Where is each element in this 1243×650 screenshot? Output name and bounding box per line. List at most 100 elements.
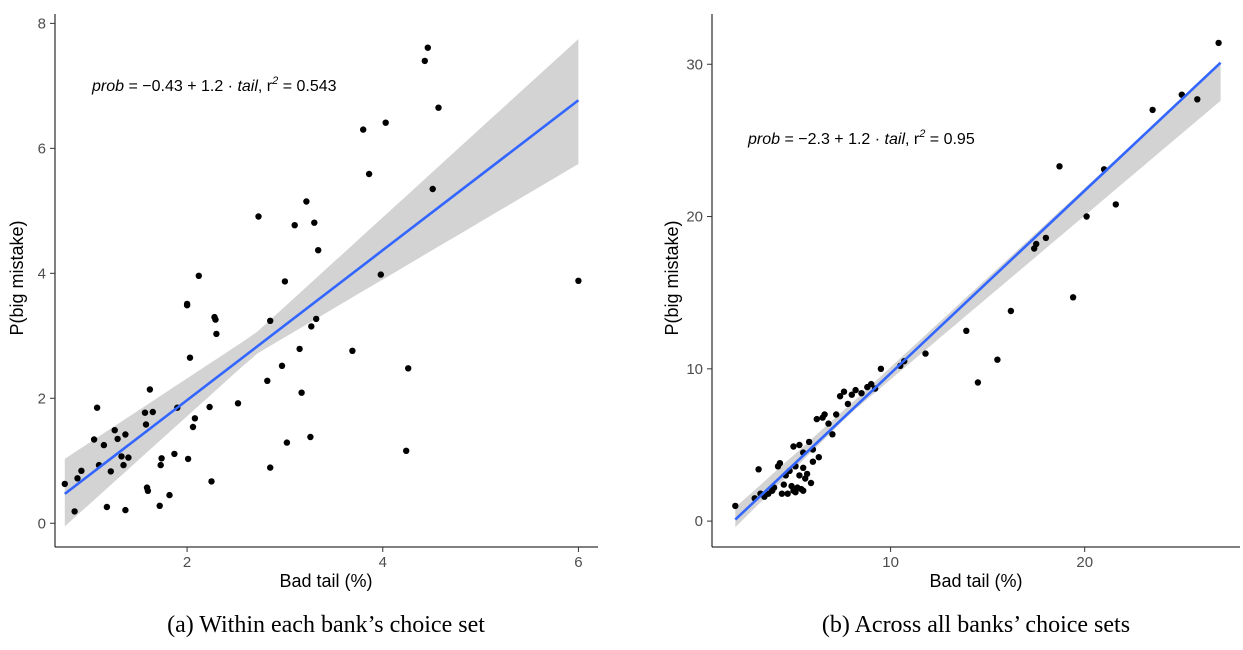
x-tick-label: 6 <box>574 554 582 571</box>
data-point <box>120 461 127 469</box>
x-tick-label: 20 <box>1076 554 1093 571</box>
data-point <box>107 468 115 475</box>
data-point <box>303 198 310 205</box>
data-point <box>575 277 582 284</box>
x-tick-label: 10 <box>882 554 899 571</box>
data-point <box>125 454 132 461</box>
chart-a: 2 4 6 0 2 4 6 8 Bad tail (%) P(big mistake) pro… <box>7 14 598 638</box>
data-point <box>732 502 739 510</box>
data-point <box>421 57 428 65</box>
data-point <box>255 213 262 220</box>
data-point <box>803 470 811 478</box>
x-tick-label: 4 <box>379 554 387 571</box>
data-point <box>780 481 787 488</box>
data-point <box>1033 240 1040 248</box>
data-point <box>429 185 436 193</box>
data-point <box>1007 307 1015 315</box>
x-axis-label-b: Bad tail (%) <box>929 571 1022 591</box>
data-point <box>264 377 271 384</box>
data-point <box>191 415 199 422</box>
y-tick-label: 20 <box>686 209 703 226</box>
data-point <box>283 439 291 446</box>
data-point <box>1083 213 1090 220</box>
data-point <box>267 464 274 471</box>
data-point <box>74 475 81 482</box>
data-point <box>157 461 164 469</box>
data-point <box>307 433 314 441</box>
data-point <box>1215 39 1222 47</box>
data-point <box>815 454 822 461</box>
caption-a: (a) Within each bank’s choice set <box>167 612 485 638</box>
data-point <box>122 431 129 438</box>
data-point <box>829 431 836 438</box>
data-point <box>189 423 197 431</box>
confidence-band-b <box>735 62 1221 528</box>
data-point <box>776 460 784 467</box>
data-point <box>403 447 410 454</box>
data-point <box>377 271 384 278</box>
data-point <box>360 126 367 133</box>
equation-annotation-b: prob = −2.3 + 1.2 · tail, r2 = 0.95 <box>747 128 975 148</box>
data-point <box>171 450 178 458</box>
data-point <box>1069 294 1077 301</box>
y-tick-label: 30 <box>686 56 703 73</box>
data-point <box>208 478 215 485</box>
data-point <box>278 362 286 369</box>
data-point <box>212 316 219 323</box>
data-point <box>61 480 68 488</box>
data-point <box>1112 201 1120 208</box>
data-point <box>206 403 213 411</box>
data-point <box>844 400 852 408</box>
data-point <box>974 379 982 386</box>
data-point <box>858 390 865 397</box>
x-axis-label-a: Bad tail (%) <box>279 571 372 591</box>
regression-line-a <box>63 99 580 495</box>
data-point <box>141 409 149 416</box>
data-point <box>852 386 859 394</box>
y-tick-label: 10 <box>686 361 703 378</box>
data-point <box>291 222 298 229</box>
data-point <box>807 479 815 487</box>
data-point <box>796 472 803 479</box>
data-point <box>267 317 274 324</box>
data-point <box>158 455 165 462</box>
data-point <box>800 487 807 494</box>
equation-annotation-a: prob = −0.43 + 1.2 · tail, r2 = 0.543 <box>91 75 337 95</box>
data-point <box>186 354 194 361</box>
data-point <box>311 219 318 226</box>
data-point <box>922 350 929 357</box>
data-point <box>836 393 844 400</box>
data-point <box>809 458 817 465</box>
data-point <box>784 490 791 497</box>
data-point <box>118 453 125 460</box>
data-point <box>184 455 192 463</box>
data-point <box>833 411 840 418</box>
y-tick-label: 2 <box>38 390 46 407</box>
data-point <box>1149 106 1156 114</box>
data-point <box>281 278 289 285</box>
data-point <box>963 327 970 334</box>
data-point <box>100 441 108 449</box>
data-point <box>166 491 173 499</box>
data-point <box>1194 96 1201 103</box>
data-point <box>1056 163 1063 170</box>
data-point <box>813 415 820 423</box>
data-point <box>994 356 1001 363</box>
data-point <box>146 386 154 393</box>
y-tick-label: 0 <box>38 515 46 532</box>
data-point <box>800 464 807 471</box>
data-point <box>195 272 202 279</box>
caption-b: (b) Across all banks’ choice sets <box>822 612 1130 638</box>
confidence-band-a <box>64 39 579 527</box>
data-point <box>405 365 412 372</box>
regression-line-b <box>734 61 1222 521</box>
data-point <box>156 502 163 509</box>
data-point <box>90 436 98 443</box>
data-point <box>315 247 322 254</box>
y-tick-label: 0 <box>695 513 703 530</box>
y-tick-label: 4 <box>38 265 46 282</box>
data-point <box>805 438 813 446</box>
data-point <box>778 490 786 497</box>
